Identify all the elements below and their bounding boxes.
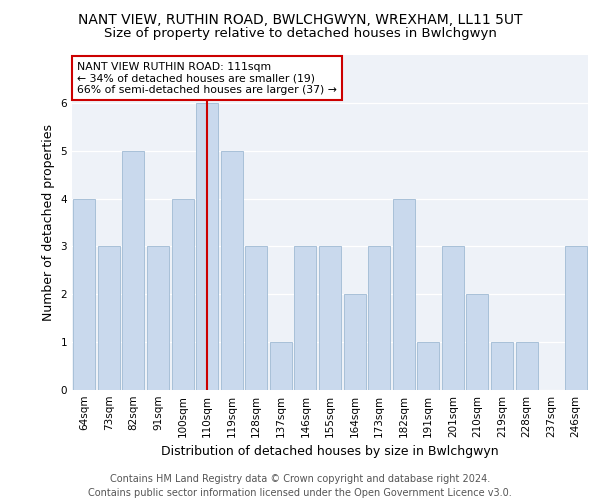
Y-axis label: Number of detached properties: Number of detached properties	[42, 124, 55, 321]
Text: NANT VIEW RUTHIN ROAD: 111sqm
← 34% of detached houses are smaller (19)
66% of s: NANT VIEW RUTHIN ROAD: 111sqm ← 34% of d…	[77, 62, 337, 95]
Bar	[466, 294, 488, 390]
Bar	[122, 150, 145, 390]
Bar	[295, 246, 316, 390]
Bar	[565, 246, 587, 390]
X-axis label: Distribution of detached houses by size in Bwlchgwyn: Distribution of detached houses by size …	[161, 446, 499, 458]
Bar	[270, 342, 292, 390]
Bar	[245, 246, 268, 390]
Bar	[147, 246, 169, 390]
Bar	[196, 103, 218, 390]
Bar	[172, 198, 194, 390]
Bar	[73, 198, 95, 390]
Bar	[344, 294, 365, 390]
Text: Contains HM Land Registry data © Crown copyright and database right 2024.
Contai: Contains HM Land Registry data © Crown c…	[88, 474, 512, 498]
Bar	[515, 342, 538, 390]
Bar	[417, 342, 439, 390]
Bar	[368, 246, 390, 390]
Bar	[319, 246, 341, 390]
Text: NANT VIEW, RUTHIN ROAD, BWLCHGWYN, WREXHAM, LL11 5UT: NANT VIEW, RUTHIN ROAD, BWLCHGWYN, WREXH…	[78, 12, 522, 26]
Bar	[98, 246, 120, 390]
Bar	[221, 150, 243, 390]
Bar	[442, 246, 464, 390]
Text: Size of property relative to detached houses in Bwlchgwyn: Size of property relative to detached ho…	[104, 28, 496, 40]
Bar	[392, 198, 415, 390]
Bar	[491, 342, 513, 390]
